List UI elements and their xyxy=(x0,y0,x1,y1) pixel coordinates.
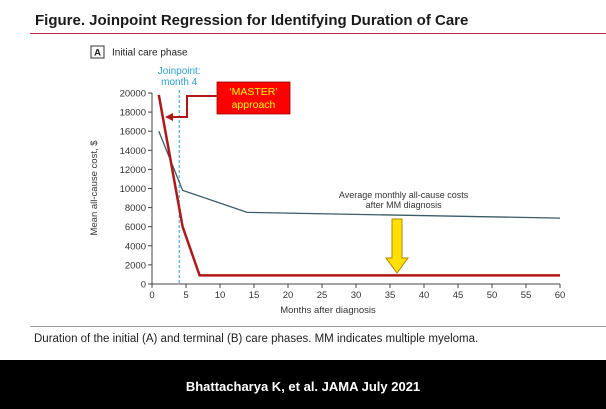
series-average-monthly-costs-line xyxy=(158,130,561,219)
master-approach-box xyxy=(216,81,291,115)
panel-letter: A xyxy=(94,48,101,59)
figure-caption: Duration of the initial (A) and terminal… xyxy=(34,333,479,345)
y-tick-label: 6000 xyxy=(125,222,146,233)
citation-footer: Bhattacharya K, et al. JAMA July 2021 xyxy=(0,360,606,409)
x-tick-label: 40 xyxy=(419,290,430,301)
master-approach-label-line2: approach xyxy=(232,99,276,111)
x-tick-label: 5 xyxy=(183,290,188,301)
y-tick-label: 20000 xyxy=(120,89,146,100)
x-tick-label: 50 xyxy=(487,290,498,301)
chart: A Initial care phase 0 2000 4000 6000 8000 10… xyxy=(89,45,566,316)
y-tick-label: 12000 xyxy=(120,165,146,176)
x-tick-label: 0 xyxy=(149,290,154,301)
yellow-down-arrow xyxy=(385,218,409,274)
title-rule xyxy=(30,33,606,34)
series-master-approach-line xyxy=(157,94,560,277)
x-tick-label: 15 xyxy=(249,290,260,301)
y-tick-label: 18000 xyxy=(120,108,146,119)
y-tick-label: 8000 xyxy=(125,203,146,214)
y-tick-label: 16000 xyxy=(120,127,146,138)
x-tick-label: 45 xyxy=(453,290,464,301)
y-tick-label: 2000 xyxy=(125,260,146,271)
caption-rule xyxy=(30,326,606,327)
avg-cost-annotation-line2: after MM diagnosis xyxy=(366,200,443,210)
panel-letter-box xyxy=(90,45,105,59)
x-tick-label: 10 xyxy=(215,290,226,301)
x-tick-label: 60 xyxy=(555,290,566,301)
joinpoint-label-line2: month 4 xyxy=(161,77,198,88)
citation-text: Bhattacharya K, et al. JAMA July 2021 xyxy=(185,379,421,394)
joinpoint-label-line1: Joinpoint: xyxy=(158,66,201,77)
x-tick-label: 25 xyxy=(317,290,328,301)
y-tick-label: 4000 xyxy=(125,241,146,252)
x-tick-label: 35 xyxy=(385,290,396,301)
x-tick-label: 30 xyxy=(351,290,362,301)
x-axis-title: Months after diagnosis xyxy=(280,305,376,316)
master-callout-arrow xyxy=(165,95,217,121)
y-tick-label: 14000 xyxy=(120,146,146,157)
panel-title: Initial care phase xyxy=(112,48,188,59)
x-tick-label: 55 xyxy=(521,290,532,301)
y-axis-title: Mean all-cause cost, $ xyxy=(89,140,100,236)
figure-title: Figure. Joinpoint Regression for Identif… xyxy=(35,12,469,29)
y-tick-label: 10000 xyxy=(120,184,146,195)
y-tick-label: 0 xyxy=(141,280,146,291)
avg-cost-annotation-line1: Average monthly all-cause costs xyxy=(339,190,469,200)
x-tick-label: 20 xyxy=(283,290,294,301)
master-approach-label-line1: ‘MASTER’ xyxy=(229,86,277,98)
